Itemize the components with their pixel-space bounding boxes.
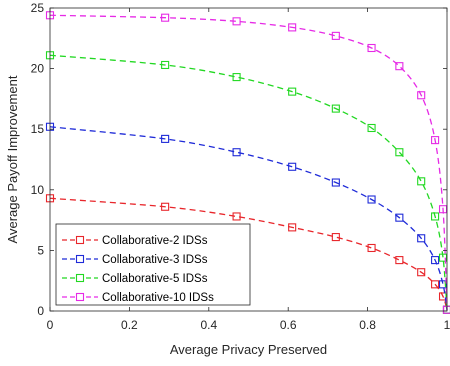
x-tick-label: 0.8 <box>359 318 376 332</box>
data-point <box>438 205 448 214</box>
data-point <box>395 213 404 222</box>
data-point <box>232 212 241 221</box>
data-point <box>161 202 170 211</box>
series-2 <box>45 122 450 314</box>
data-point <box>431 280 440 289</box>
series-line <box>49 54 448 310</box>
data-point <box>161 13 170 22</box>
y-axis-ticks: 0 5 10 15 20 25 <box>31 1 447 318</box>
legend-entry: Collaborative-5 IDSs <box>62 273 208 285</box>
data-point <box>431 136 440 145</box>
x-tick-label: 0.6 <box>280 318 297 332</box>
data-point <box>288 223 297 232</box>
legend-entry: Collaborative-10 IDSs <box>62 292 214 304</box>
data-point <box>331 233 340 242</box>
legend-marker <box>75 254 85 264</box>
legend-label: Collaborative-3 IDSs <box>102 254 208 266</box>
legend-label: Collaborative-10 IDSs <box>102 292 214 304</box>
data-point <box>288 23 297 32</box>
data-point <box>232 17 241 26</box>
legend-entry: Collaborative-3 IDSs <box>62 254 208 266</box>
legend: Collaborative-2 IDSs Collaborative-3 IDSs… <box>55 223 251 306</box>
legend-label: Collaborative-5 IDSs <box>102 273 208 285</box>
data-point <box>232 73 241 82</box>
y-tick-label: 5 <box>37 243 44 257</box>
x-tick-label: 1 <box>444 318 450 332</box>
x-tick-label: 0.2 <box>121 318 138 332</box>
legend-box <box>55 223 251 306</box>
x-axis-label: Average Privacy Preserved <box>170 342 327 357</box>
data-point <box>395 256 404 265</box>
data-point <box>395 62 404 71</box>
data-point <box>161 60 170 70</box>
data-point <box>288 87 297 96</box>
data-point <box>288 162 297 171</box>
data-point <box>417 177 426 186</box>
data-point <box>161 134 170 143</box>
data-point <box>367 243 376 253</box>
legend-entry: Collaborative-2 IDSs <box>62 235 208 247</box>
data-point <box>395 148 404 157</box>
data-point <box>431 256 440 265</box>
x-tick-label: 0.4 <box>200 318 217 332</box>
series-layer <box>45 11 450 314</box>
data-point <box>331 178 340 187</box>
plot-frame <box>49 7 448 312</box>
data-point <box>431 212 440 221</box>
data-point <box>367 123 376 133</box>
data-point <box>438 253 448 262</box>
data-point <box>367 43 376 53</box>
legend-marker <box>75 235 85 245</box>
legend-label: Collaborative-2 IDSs <box>102 235 208 247</box>
y-tick-label: 25 <box>31 1 45 15</box>
data-point <box>232 148 241 157</box>
y-tick-label: 10 <box>31 183 45 197</box>
data-point <box>331 31 340 40</box>
legend-marker <box>75 292 85 302</box>
series-line <box>49 14 448 310</box>
data-point <box>331 104 340 113</box>
data-point <box>367 195 376 204</box>
data-point <box>438 280 448 289</box>
x-axis-ticks: 0 0.2 0.4 0.6 0.8 1 <box>47 8 450 332</box>
y-tick-label: 20 <box>31 62 45 76</box>
data-point <box>417 268 426 277</box>
legend-marker <box>75 273 85 283</box>
data-point <box>417 234 426 243</box>
data-point <box>417 91 426 100</box>
x-tick-label: 0 <box>47 318 54 332</box>
y-axis-label: Average Payoff Improvement <box>5 75 20 243</box>
y-tick-label: 0 <box>37 304 44 318</box>
y-tick-label: 15 <box>31 122 45 136</box>
